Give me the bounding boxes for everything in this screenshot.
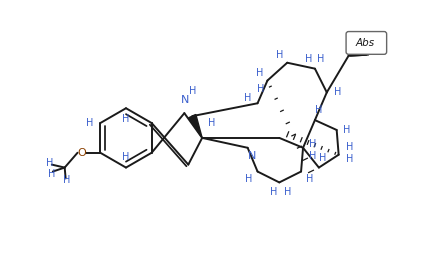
Text: H: H (276, 50, 283, 60)
Text: H: H (306, 175, 314, 185)
Text: H: H (46, 158, 54, 168)
FancyBboxPatch shape (346, 32, 387, 54)
Text: H: H (48, 169, 55, 179)
Text: H: H (208, 118, 216, 128)
Text: H: H (63, 176, 70, 186)
Text: O: O (77, 148, 86, 158)
Text: H: H (189, 86, 196, 96)
Text: H: H (122, 152, 130, 162)
Text: H: H (305, 54, 313, 64)
Text: H: H (245, 175, 252, 185)
Text: H: H (86, 118, 93, 128)
Text: H: H (309, 139, 317, 149)
Text: N: N (181, 95, 190, 105)
Text: H: H (315, 105, 323, 115)
Text: H: H (334, 87, 341, 97)
Text: H: H (343, 125, 350, 135)
Text: H: H (346, 154, 353, 164)
Text: H: H (257, 85, 264, 94)
Text: H: H (317, 54, 324, 64)
Text: Abs: Abs (356, 38, 375, 48)
Text: H: H (319, 153, 327, 163)
Text: H: H (256, 68, 263, 78)
Text: H: H (244, 93, 251, 103)
Text: N: N (248, 151, 256, 161)
Text: H: H (270, 187, 277, 197)
Text: H: H (122, 114, 130, 124)
Text: H: H (346, 142, 353, 152)
Text: H: H (283, 187, 291, 197)
Text: H: H (309, 151, 317, 161)
Polygon shape (189, 115, 202, 138)
